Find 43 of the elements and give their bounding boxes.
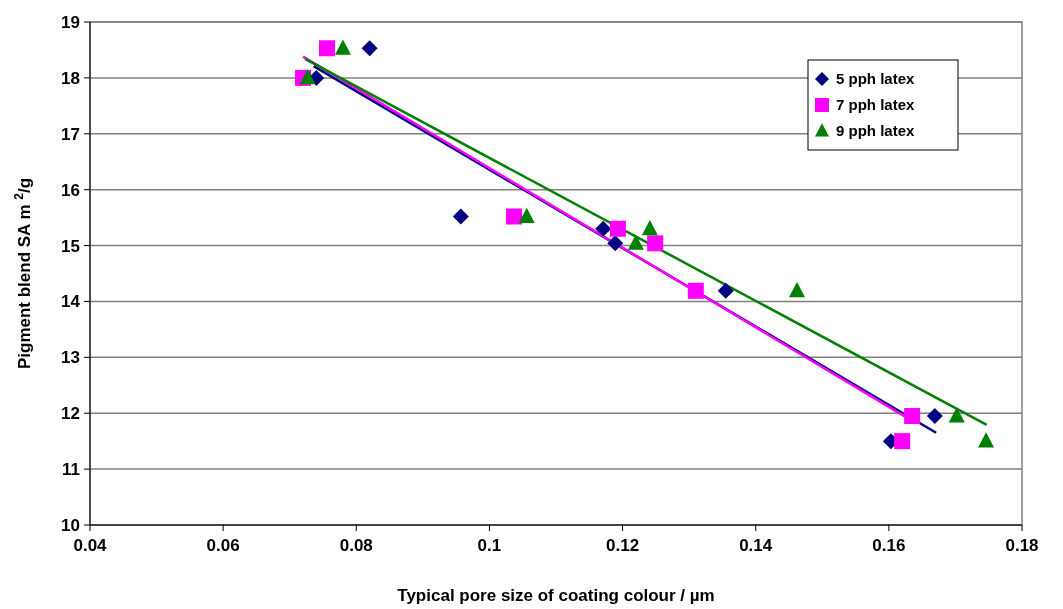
point bbox=[361, 40, 378, 57]
point bbox=[506, 208, 523, 225]
point bbox=[926, 408, 943, 425]
point bbox=[299, 69, 316, 85]
point bbox=[609, 220, 626, 237]
y-tick-label: 14 bbox=[61, 292, 81, 312]
point bbox=[894, 433, 911, 450]
x-tick-label: 0.06 bbox=[206, 536, 240, 555]
y-tick-label: 15 bbox=[61, 236, 80, 256]
x-tick-label: 0.08 bbox=[339, 536, 373, 555]
y-tick-label: 18 bbox=[61, 68, 80, 88]
point bbox=[607, 235, 624, 252]
y-tick-label: 12 bbox=[61, 404, 80, 424]
legend-label: 9 pph latex bbox=[836, 122, 916, 140]
point bbox=[948, 407, 965, 423]
point bbox=[647, 235, 664, 252]
x-tick-label: 0.12 bbox=[606, 536, 640, 555]
point bbox=[518, 207, 535, 223]
point bbox=[788, 282, 805, 298]
x-tick-label: 0.04 bbox=[73, 536, 108, 555]
x-tick-label: 0.16 bbox=[872, 536, 906, 555]
y-tick-label: 10 bbox=[61, 515, 80, 535]
point bbox=[452, 208, 469, 225]
y-tick-label: 17 bbox=[61, 124, 80, 144]
x-tick-label: 0.18 bbox=[1005, 536, 1039, 555]
point bbox=[334, 39, 351, 55]
point bbox=[627, 234, 644, 250]
y-tick-label: 13 bbox=[61, 348, 80, 368]
legend-label: 7 pph latex bbox=[836, 96, 916, 114]
x-tick-label: 0.14 bbox=[739, 536, 773, 555]
point bbox=[717, 282, 734, 299]
legend-label: 5 pph latex bbox=[836, 70, 916, 88]
point bbox=[978, 432, 995, 448]
y-tick-label: 19 bbox=[61, 12, 80, 32]
point bbox=[318, 40, 335, 57]
point bbox=[904, 408, 921, 425]
y-tick-label: 16 bbox=[61, 180, 80, 200]
y-tick-label: 11 bbox=[62, 460, 80, 480]
point bbox=[641, 219, 658, 236]
x-tick-label: 0.1 bbox=[477, 536, 502, 555]
point bbox=[687, 282, 704, 299]
x-axis-title: Typical pore size of coating colour / µm bbox=[397, 586, 715, 605]
point bbox=[595, 220, 612, 237]
